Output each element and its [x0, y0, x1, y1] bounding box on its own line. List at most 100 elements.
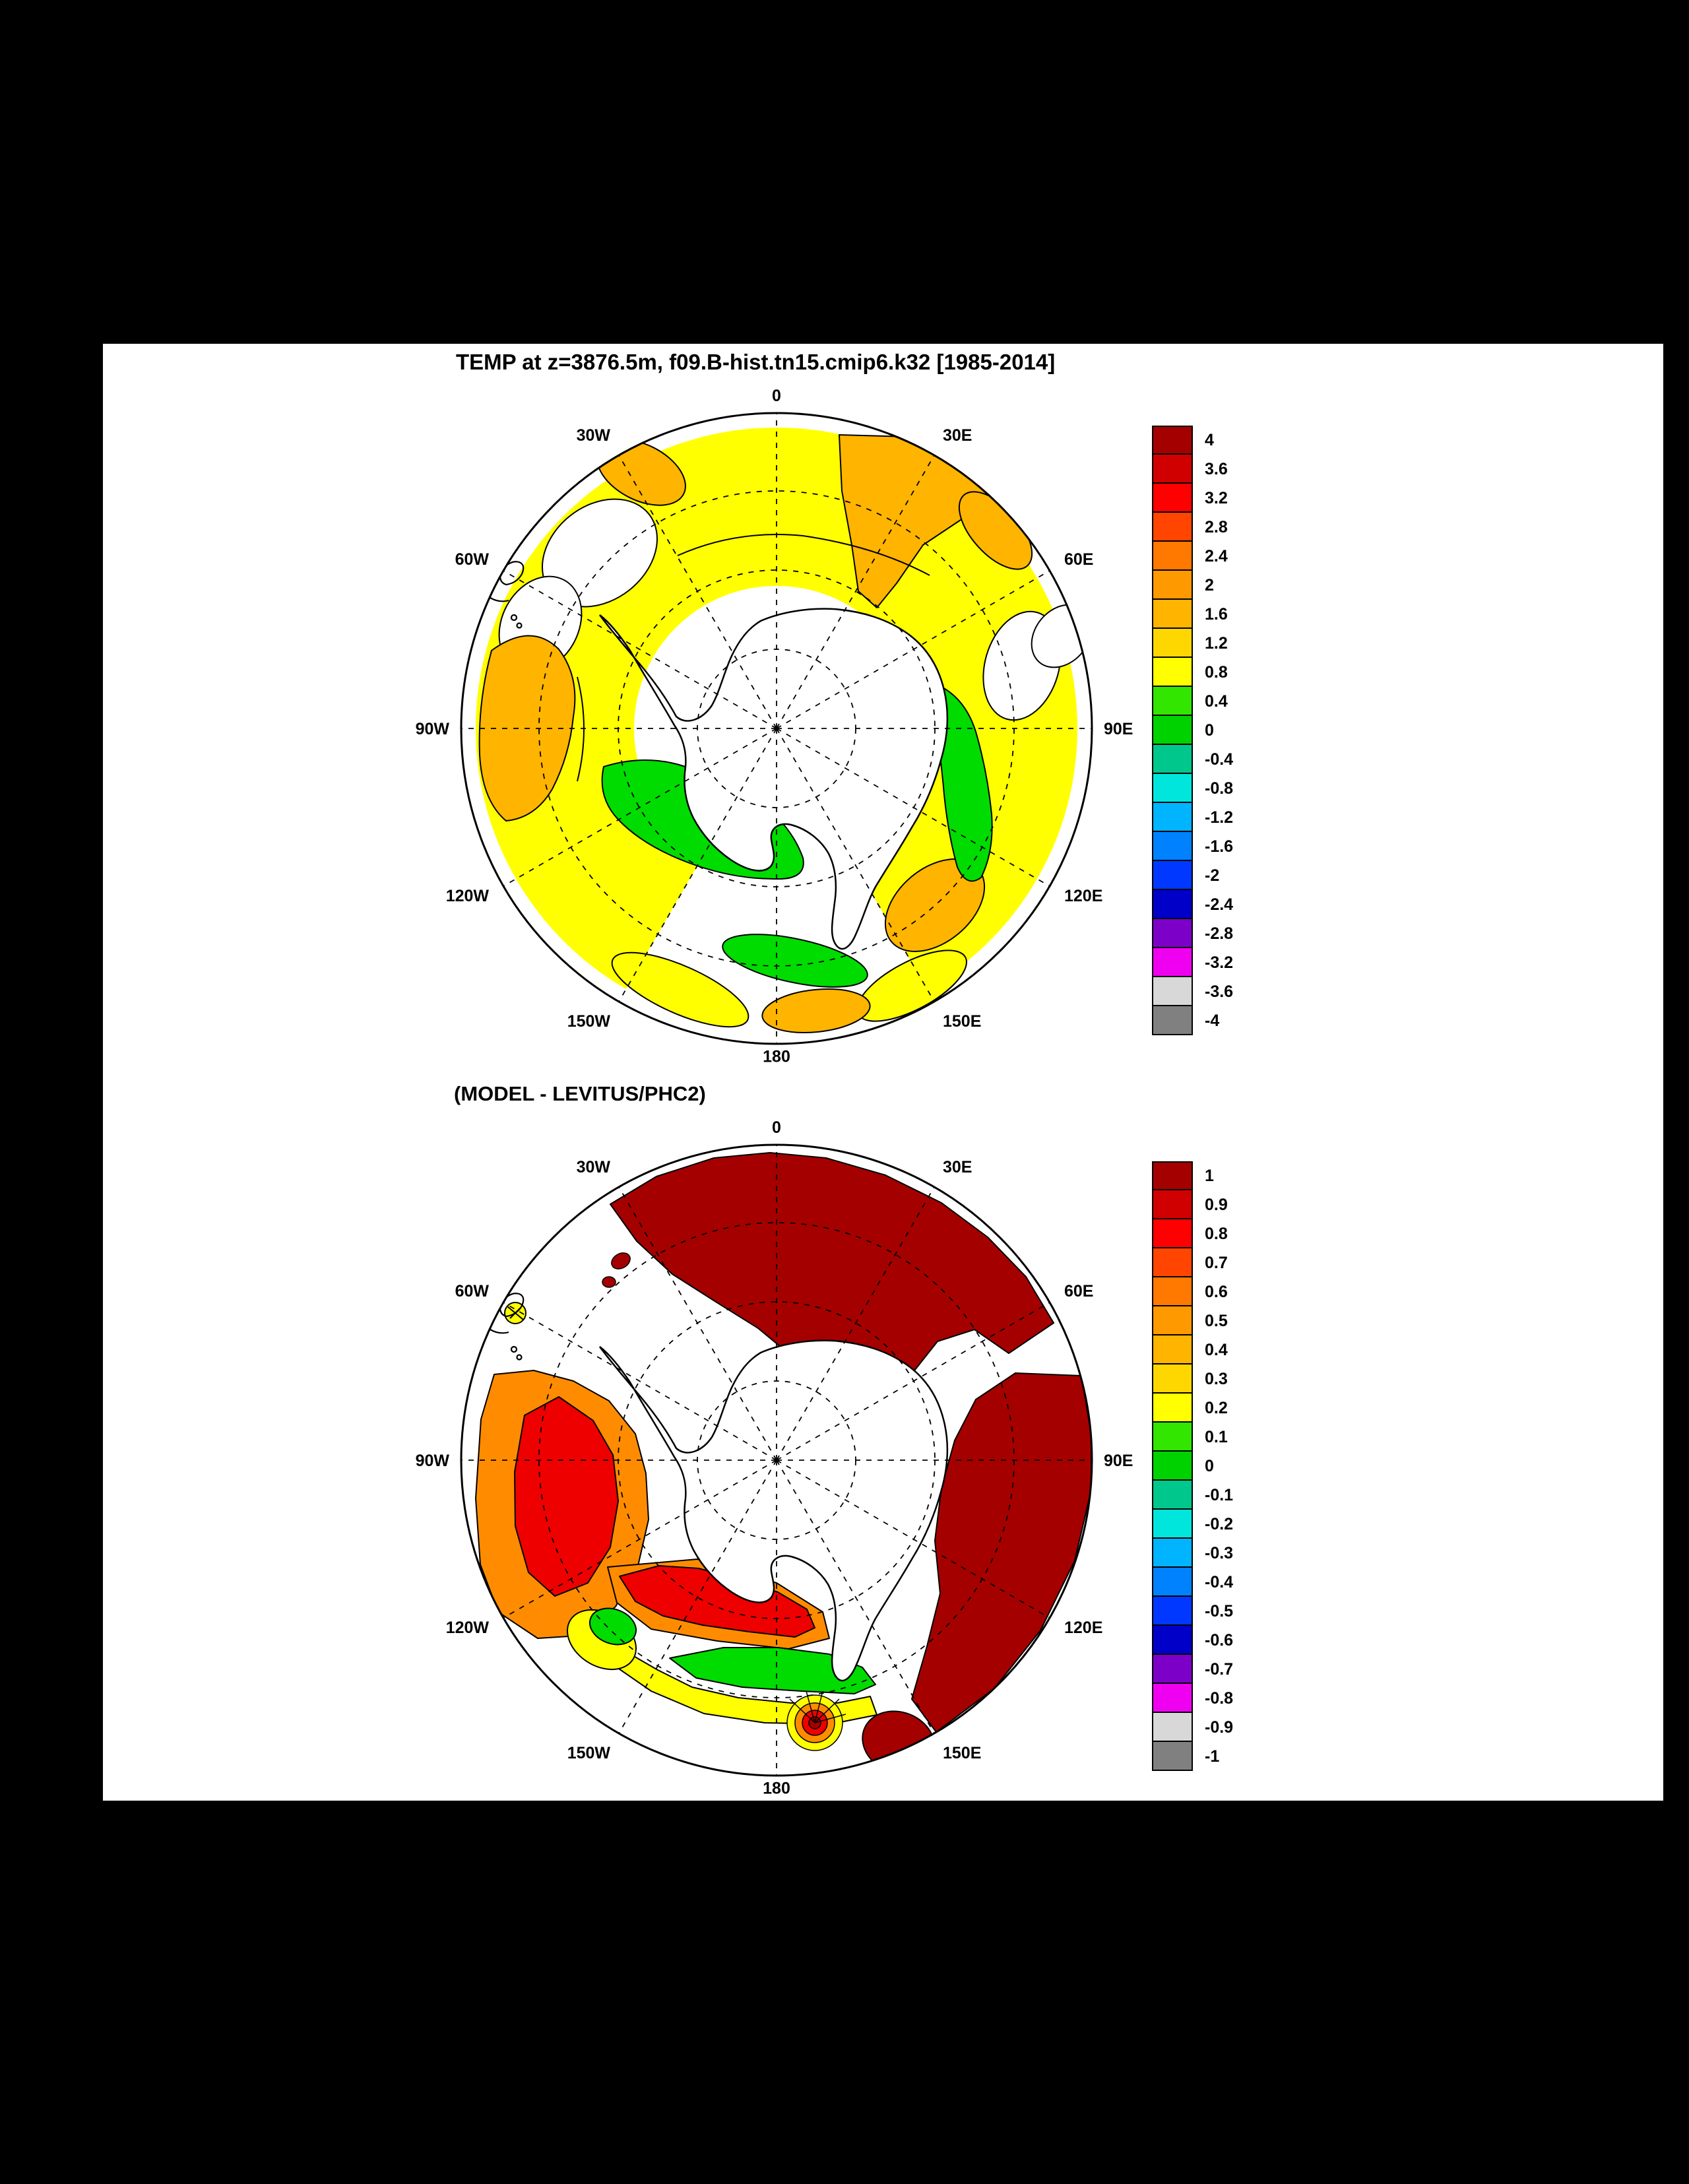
colorbar-cell: 0.7	[1152, 1248, 1233, 1277]
colorbar-tick-label: 0	[1205, 721, 1214, 740]
colorbar-cell: 2.4	[1152, 542, 1233, 571]
colorbar-tick-label: 2	[1205, 575, 1214, 594]
colorbar-cell: -4	[1152, 1006, 1233, 1035]
bottom-map: 0 30W 60W 90W 120W 150W 180 150E 120E 90…	[416, 1118, 1133, 1798]
colorbar-swatch	[1152, 1394, 1193, 1423]
bottom-colorbar: 1 0.9 0.8 0.7 0.6 0.5 0.4 0.3 0.2 0.1 0 -0.1 -0.2 -0.…	[1152, 1161, 1233, 1771]
bottom-map-border	[460, 1143, 1093, 1777]
lon-label-150e: 150E	[943, 1744, 981, 1762]
colorbar-tick-label: -0.9	[1205, 1718, 1234, 1737]
colorbar-tick-label: 0.9	[1205, 1195, 1228, 1214]
colorbar-tick-label: -3.6	[1205, 982, 1234, 1001]
colorbar-swatch	[1152, 745, 1193, 774]
colorbar-tick-label: 0.1	[1205, 1427, 1228, 1446]
colorbar-tick-label: 1	[1205, 1166, 1214, 1185]
colorbar-swatch	[1152, 600, 1193, 629]
colorbar-swatch	[1152, 1006, 1193, 1035]
colorbar-cell: 0.8	[1152, 1219, 1233, 1248]
colorbar-swatch	[1152, 1539, 1193, 1568]
region-top-green-180	[722, 934, 868, 988]
colorbar-cell: -2.8	[1152, 919, 1233, 948]
lon-label-90w: 90W	[416, 720, 450, 738]
colorbar-tick-label: -1.2	[1205, 808, 1234, 827]
colorbar-swatch	[1152, 426, 1193, 455]
colorbar-swatch	[1152, 658, 1193, 687]
region-bot-contour-bullseye	[786, 1690, 846, 1751]
colorbar-tick-label: 0.3	[1205, 1369, 1228, 1388]
colorbar-swatch	[1152, 1248, 1193, 1277]
colorbar-cell: -1.6	[1152, 832, 1233, 861]
colorbar-cell: 0	[1152, 1452, 1233, 1481]
region-bot-darkred-indian	[911, 1372, 1092, 1733]
lon-label-180: 180	[763, 1780, 790, 1798]
colorbar-tick-label: -0.7	[1205, 1659, 1234, 1679]
colorbar-swatch	[1152, 484, 1193, 513]
region-bot-darkred-atlantic	[610, 1152, 1054, 1380]
lon-label-30e: 30E	[943, 1158, 972, 1176]
colorbar-cell: -0.5	[1152, 1597, 1233, 1626]
colorbar-swatch	[1152, 1655, 1193, 1684]
colorbar-cell: -1.2	[1152, 803, 1233, 832]
colorbar-cell: 0.4	[1152, 687, 1233, 716]
colorbar-tick-label: -3.2	[1205, 953, 1234, 972]
lon-label-120e: 120E	[1064, 887, 1102, 905]
colorbar-swatch	[1152, 513, 1193, 542]
colorbar-cell: 4	[1152, 426, 1233, 455]
lon-label-60w: 60W	[455, 1282, 490, 1301]
lon-label-90e: 90E	[1104, 720, 1133, 738]
colorbar-tick-label: 0.5	[1205, 1311, 1228, 1330]
colorbar-cell: -0.4	[1152, 1568, 1233, 1597]
lon-label-120e: 120E	[1064, 1619, 1102, 1637]
colorbar-swatch	[1152, 1481, 1193, 1510]
region-bot-red-band	[619, 1565, 815, 1638]
colorbar-tick-label: 0.4	[1205, 691, 1228, 711]
lon-label-60e: 60E	[1064, 550, 1093, 569]
colorbar-swatch	[1152, 687, 1193, 716]
colorbar-tick-label: 1.2	[1205, 633, 1228, 653]
lon-label-90e: 90E	[1104, 1452, 1133, 1470]
colorbar-swatch	[1152, 629, 1193, 658]
colorbar-tick-label: 0.8	[1205, 662, 1228, 682]
region-bot-red-core	[514, 1396, 619, 1597]
colorbar-cell: 0.5	[1152, 1306, 1233, 1335]
colorbar-swatch	[1152, 1684, 1193, 1713]
colorbar-tick-label: 0	[1205, 1456, 1214, 1475]
colorbar-tick-label: 2.4	[1205, 546, 1228, 565]
colorbar-tick-label: -0.4	[1205, 1572, 1234, 1591]
colorbar-cell: -0.6	[1152, 1626, 1233, 1655]
region-top-orange-180	[761, 988, 871, 1033]
colorbar-tick-label: -0.3	[1205, 1543, 1234, 1562]
colorbar-swatch	[1152, 1335, 1193, 1365]
colorbar-cell: 1	[1152, 1161, 1233, 1190]
colorbar-tick-label: 0.7	[1205, 1253, 1228, 1272]
colorbar-swatch	[1152, 1742, 1193, 1771]
colorbar-tick-label: -4	[1205, 1011, 1220, 1030]
lon-label-150w: 150W	[567, 1012, 611, 1031]
region-bot-green-bit	[589, 1607, 637, 1646]
colorbar-cell: 0.9	[1152, 1190, 1233, 1219]
lon-label-150e: 150E	[943, 1012, 981, 1031]
colorbar-tick-label: -1	[1205, 1747, 1220, 1766]
lon-label-120w: 120W	[446, 1619, 490, 1637]
colorbar-tick-label: 0.4	[1205, 1340, 1228, 1359]
lon-label-0: 0	[772, 387, 781, 405]
colorbar-cell: -0.8	[1152, 774, 1233, 803]
top-colorbar: 4 3.6 3.2 2.8 2.4 2 1.6 1.2 0.8 0.4 0 -0.4 -0.8 -1.2 -…	[1152, 426, 1233, 1035]
colorbar-swatch	[1152, 1219, 1193, 1248]
lon-label-0: 0	[772, 1118, 781, 1137]
lon-label-30w: 30W	[577, 1158, 611, 1176]
colorbar-cell: 0.2	[1152, 1394, 1233, 1423]
bottom-map-title: (MODEL - LEVITUS/PHC2)	[454, 1082, 706, 1105]
colorbar-swatch	[1152, 1626, 1193, 1655]
top-map-title: TEMP at z=3876.5m, f09.B-hist.tn15.cmip6…	[456, 350, 1055, 374]
colorbar-tick-label: 2.8	[1205, 517, 1228, 536]
colorbar-cell: 0.3	[1152, 1365, 1233, 1394]
lon-label-90w: 90W	[416, 1452, 450, 1470]
colorbar-tick-label: -0.8	[1205, 779, 1234, 798]
region-bot-darkred-speck-2	[602, 1276, 616, 1288]
lon-label-180: 180	[763, 1048, 790, 1066]
colorbar-swatch	[1152, 455, 1193, 484]
lon-label-150w: 150W	[567, 1744, 611, 1762]
colorbar-cell: 1.6	[1152, 600, 1233, 629]
colorbar-cell: -0.1	[1152, 1481, 1233, 1510]
